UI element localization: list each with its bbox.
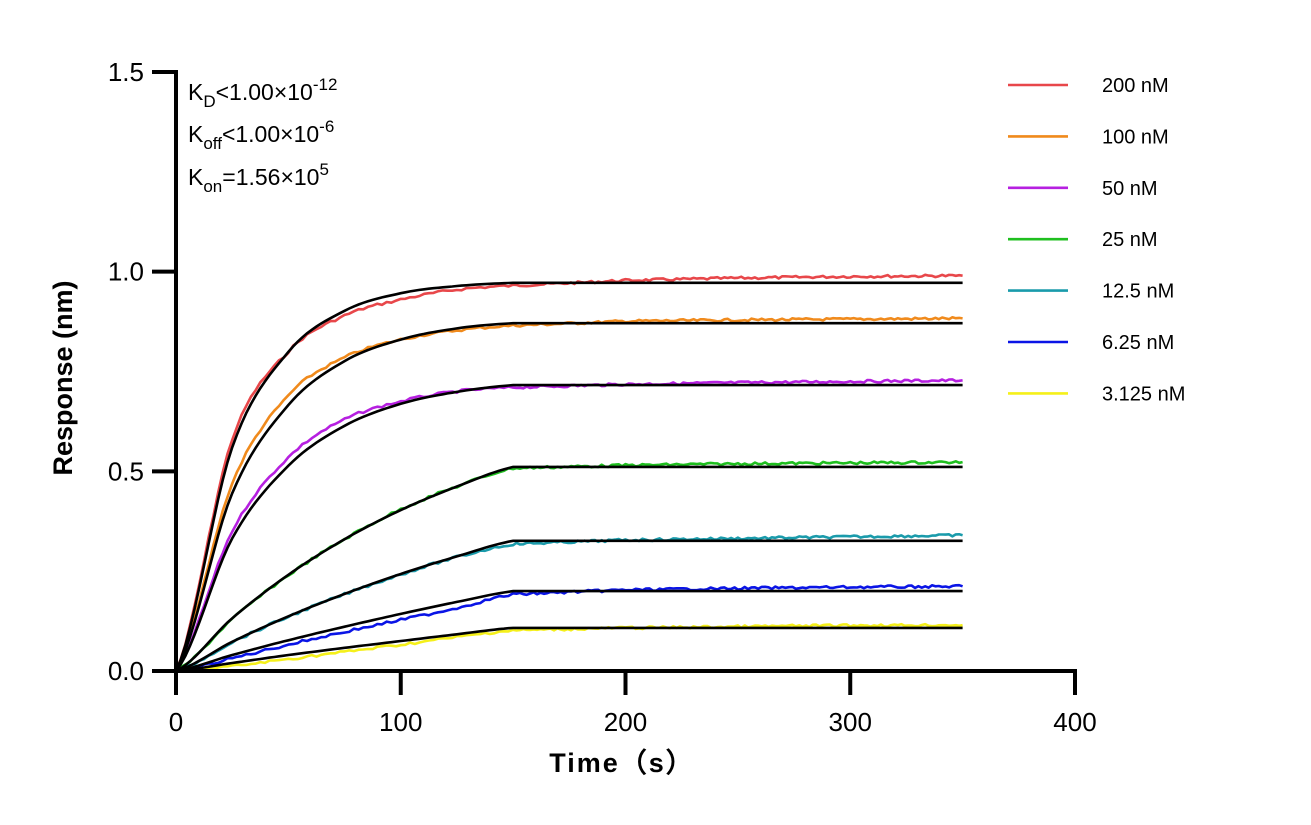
fit-curve-12.5-nM bbox=[175, 539, 963, 673]
measured-curve-200-nM bbox=[174, 273, 963, 672]
x-tick-label: 300 bbox=[829, 707, 872, 737]
x-axis-label: Time（s） bbox=[549, 748, 695, 778]
legend-label: 50 nM bbox=[1102, 178, 1158, 200]
kinetics-annotation: KD<1.00×10-12 Koff<1.00×10-6 Kon=1.56×10… bbox=[188, 75, 337, 196]
fit-curve-3.125-nM bbox=[175, 626, 963, 673]
koff-annotation: Koff<1.00×10-6 bbox=[188, 117, 334, 153]
kon-annotation: Kon=1.56×105 bbox=[188, 160, 329, 196]
measured-curve-6.25-nM bbox=[175, 583, 964, 673]
legend-label: 100 nM bbox=[1102, 126, 1169, 148]
x-tick-label: 200 bbox=[604, 707, 647, 737]
y-axis-label: Response (nm) bbox=[48, 280, 78, 475]
fit-curve-100-nM bbox=[174, 321, 963, 672]
fit-curve-25-nM bbox=[175, 465, 963, 673]
y-ticks: 0.0 0.5 1.0 1.5 bbox=[108, 57, 176, 686]
kd-annotation: KD<1.00×10-12 bbox=[188, 75, 337, 111]
y-tick-label: 0.0 bbox=[108, 656, 144, 686]
legend: 200 nM 100 nM 50 nM 25 nM 12.5 nM 6.25 nM 3.12… bbox=[1008, 75, 1185, 405]
x-tick-label: 100 bbox=[379, 707, 422, 737]
measured-curve-3.125-nM bbox=[175, 622, 963, 673]
y-tick-label: 1.0 bbox=[108, 257, 144, 287]
fit-curve-50-nM bbox=[174, 383, 963, 672]
x-ticks: 0 100 200 300 400 bbox=[169, 671, 1097, 737]
y-tick-label: 0.5 bbox=[108, 456, 144, 486]
legend-label: 6.25 nM bbox=[1102, 332, 1174, 354]
legend-label: 25 nM bbox=[1102, 229, 1158, 251]
measured-curve-12.5-nM bbox=[175, 532, 963, 673]
plot-area bbox=[174, 273, 964, 673]
legend-label: 200 nM bbox=[1102, 75, 1169, 97]
fit-curve-6.25-nM bbox=[175, 589, 963, 673]
x-tick-label: 400 bbox=[1053, 707, 1096, 737]
legend-label: 3.125 nM bbox=[1102, 383, 1185, 405]
x-tick-label: 0 bbox=[169, 707, 183, 737]
y-tick-label: 1.5 bbox=[108, 57, 144, 87]
fit-curve-200-nM bbox=[174, 281, 963, 672]
legend-label: 12.5 nM bbox=[1102, 281, 1174, 303]
measured-curve-100-nM bbox=[174, 315, 963, 672]
